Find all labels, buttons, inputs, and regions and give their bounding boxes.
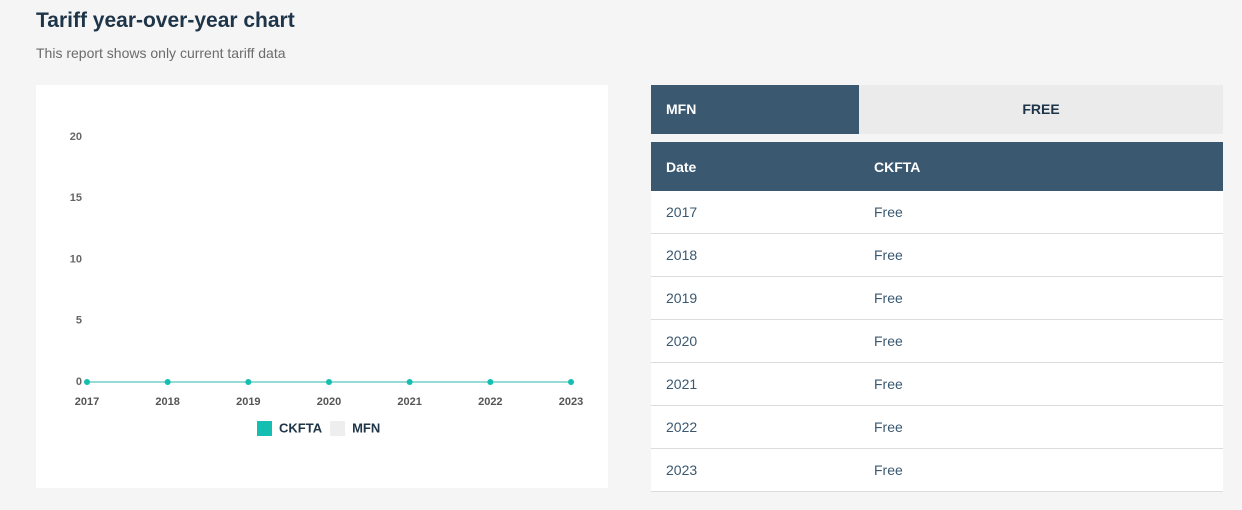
legend-label: CKFTA — [279, 420, 323, 435]
table-cell: Free — [859, 276, 1223, 320]
tab[interactable]: MFN — [651, 85, 859, 134]
table-row: 2017 Free — [651, 191, 1223, 234]
header-row: Date CKFTA — [651, 142, 1223, 191]
data-point — [487, 379, 494, 385]
table-cell: 2022 — [651, 405, 859, 449]
legend-swatch — [330, 421, 346, 436]
legend-swatch — [257, 421, 272, 436]
table-cell: 2023 — [651, 448, 859, 492]
table-row: 2021 Free — [651, 362, 1223, 406]
y-tick-label: 5 — [76, 315, 82, 327]
table-cell: 2017 — [651, 191, 859, 234]
table-row: 2019 Free — [651, 276, 1223, 320]
column-header: CKFTA — [859, 142, 1223, 191]
tariff-table: Date CKFTA 2017 Free 2018 Free 2019 Free 2020 Fre… — [651, 142, 1223, 492]
y-tick-label: 15 — [70, 192, 82, 204]
data-point — [245, 379, 252, 385]
table-row: 2023 Free — [651, 448, 1223, 492]
table-cell: Free — [859, 233, 1223, 277]
y-tick-label: 10 — [70, 253, 82, 265]
table-cell: Free — [859, 448, 1223, 492]
table-cell: Free — [859, 191, 1223, 234]
table-cell: Free — [859, 319, 1223, 363]
x-tick-label: 2020 — [317, 396, 341, 408]
table-cell: 2020 — [651, 319, 859, 363]
table-cell: 2019 — [651, 276, 859, 320]
table-cell: 2018 — [651, 233, 859, 277]
data-point — [568, 379, 574, 385]
table-cell: Free — [859, 405, 1223, 449]
table-body: 2017 Free 2018 Free 2019 Free 2020 Free 2021 Free… — [651, 191, 1223, 492]
x-tick-label: 2023 — [559, 396, 583, 408]
data-point — [406, 379, 413, 385]
tabs: MFN FREE — [651, 85, 1223, 134]
x-tick-label: 2018 — [155, 396, 179, 408]
table-cell: 2021 — [651, 362, 859, 406]
y-tick-label: 20 — [70, 131, 82, 143]
x-tick-label: 2017 — [75, 396, 99, 408]
y-tick-label: 0 — [76, 376, 82, 388]
page-title: Tariff year-over-year chart — [36, 9, 295, 32]
data-point — [164, 379, 171, 385]
x-tick-label: 2021 — [397, 396, 421, 408]
table-row: 2020 Free — [651, 319, 1223, 363]
chart: 0 5 10 15 20 2017 2018 2019 2020 2021 2022 2023 CKFT… — [70, 131, 583, 436]
table-row: 2018 Free — [651, 233, 1223, 277]
legend-label: MFN — [352, 420, 380, 435]
x-tick-label: 2019 — [236, 396, 260, 408]
tab[interactable]: FREE — [859, 85, 1223, 134]
data-point — [326, 379, 332, 385]
column-header: Date — [651, 142, 859, 191]
data-point — [84, 379, 90, 385]
page-subtitle: This report shows only current tariff da… — [36, 45, 286, 61]
x-tick-label: 2022 — [478, 396, 502, 408]
table-row: 2022 Free — [651, 405, 1223, 449]
table-cell: Free — [859, 362, 1223, 406]
chart-panel: 0 5 10 15 20 2017 2018 2019 2020 2021 2022 2023 CKFT… — [36, 85, 608, 488]
